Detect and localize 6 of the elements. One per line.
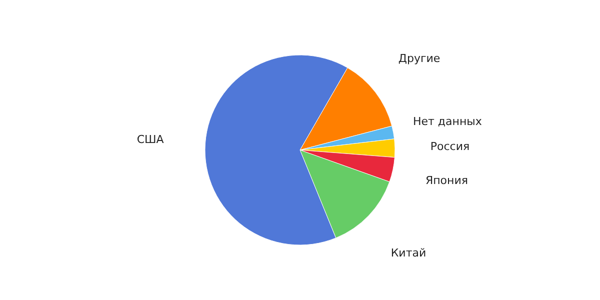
slice-label: США: [136, 132, 164, 146]
slice-label: Нет данных: [412, 115, 482, 128]
slice-label: Япония: [425, 174, 468, 188]
slice-label: Россия: [430, 140, 470, 154]
slice-label: Китай: [390, 246, 426, 260]
slice-label: Другие: [398, 52, 440, 66]
